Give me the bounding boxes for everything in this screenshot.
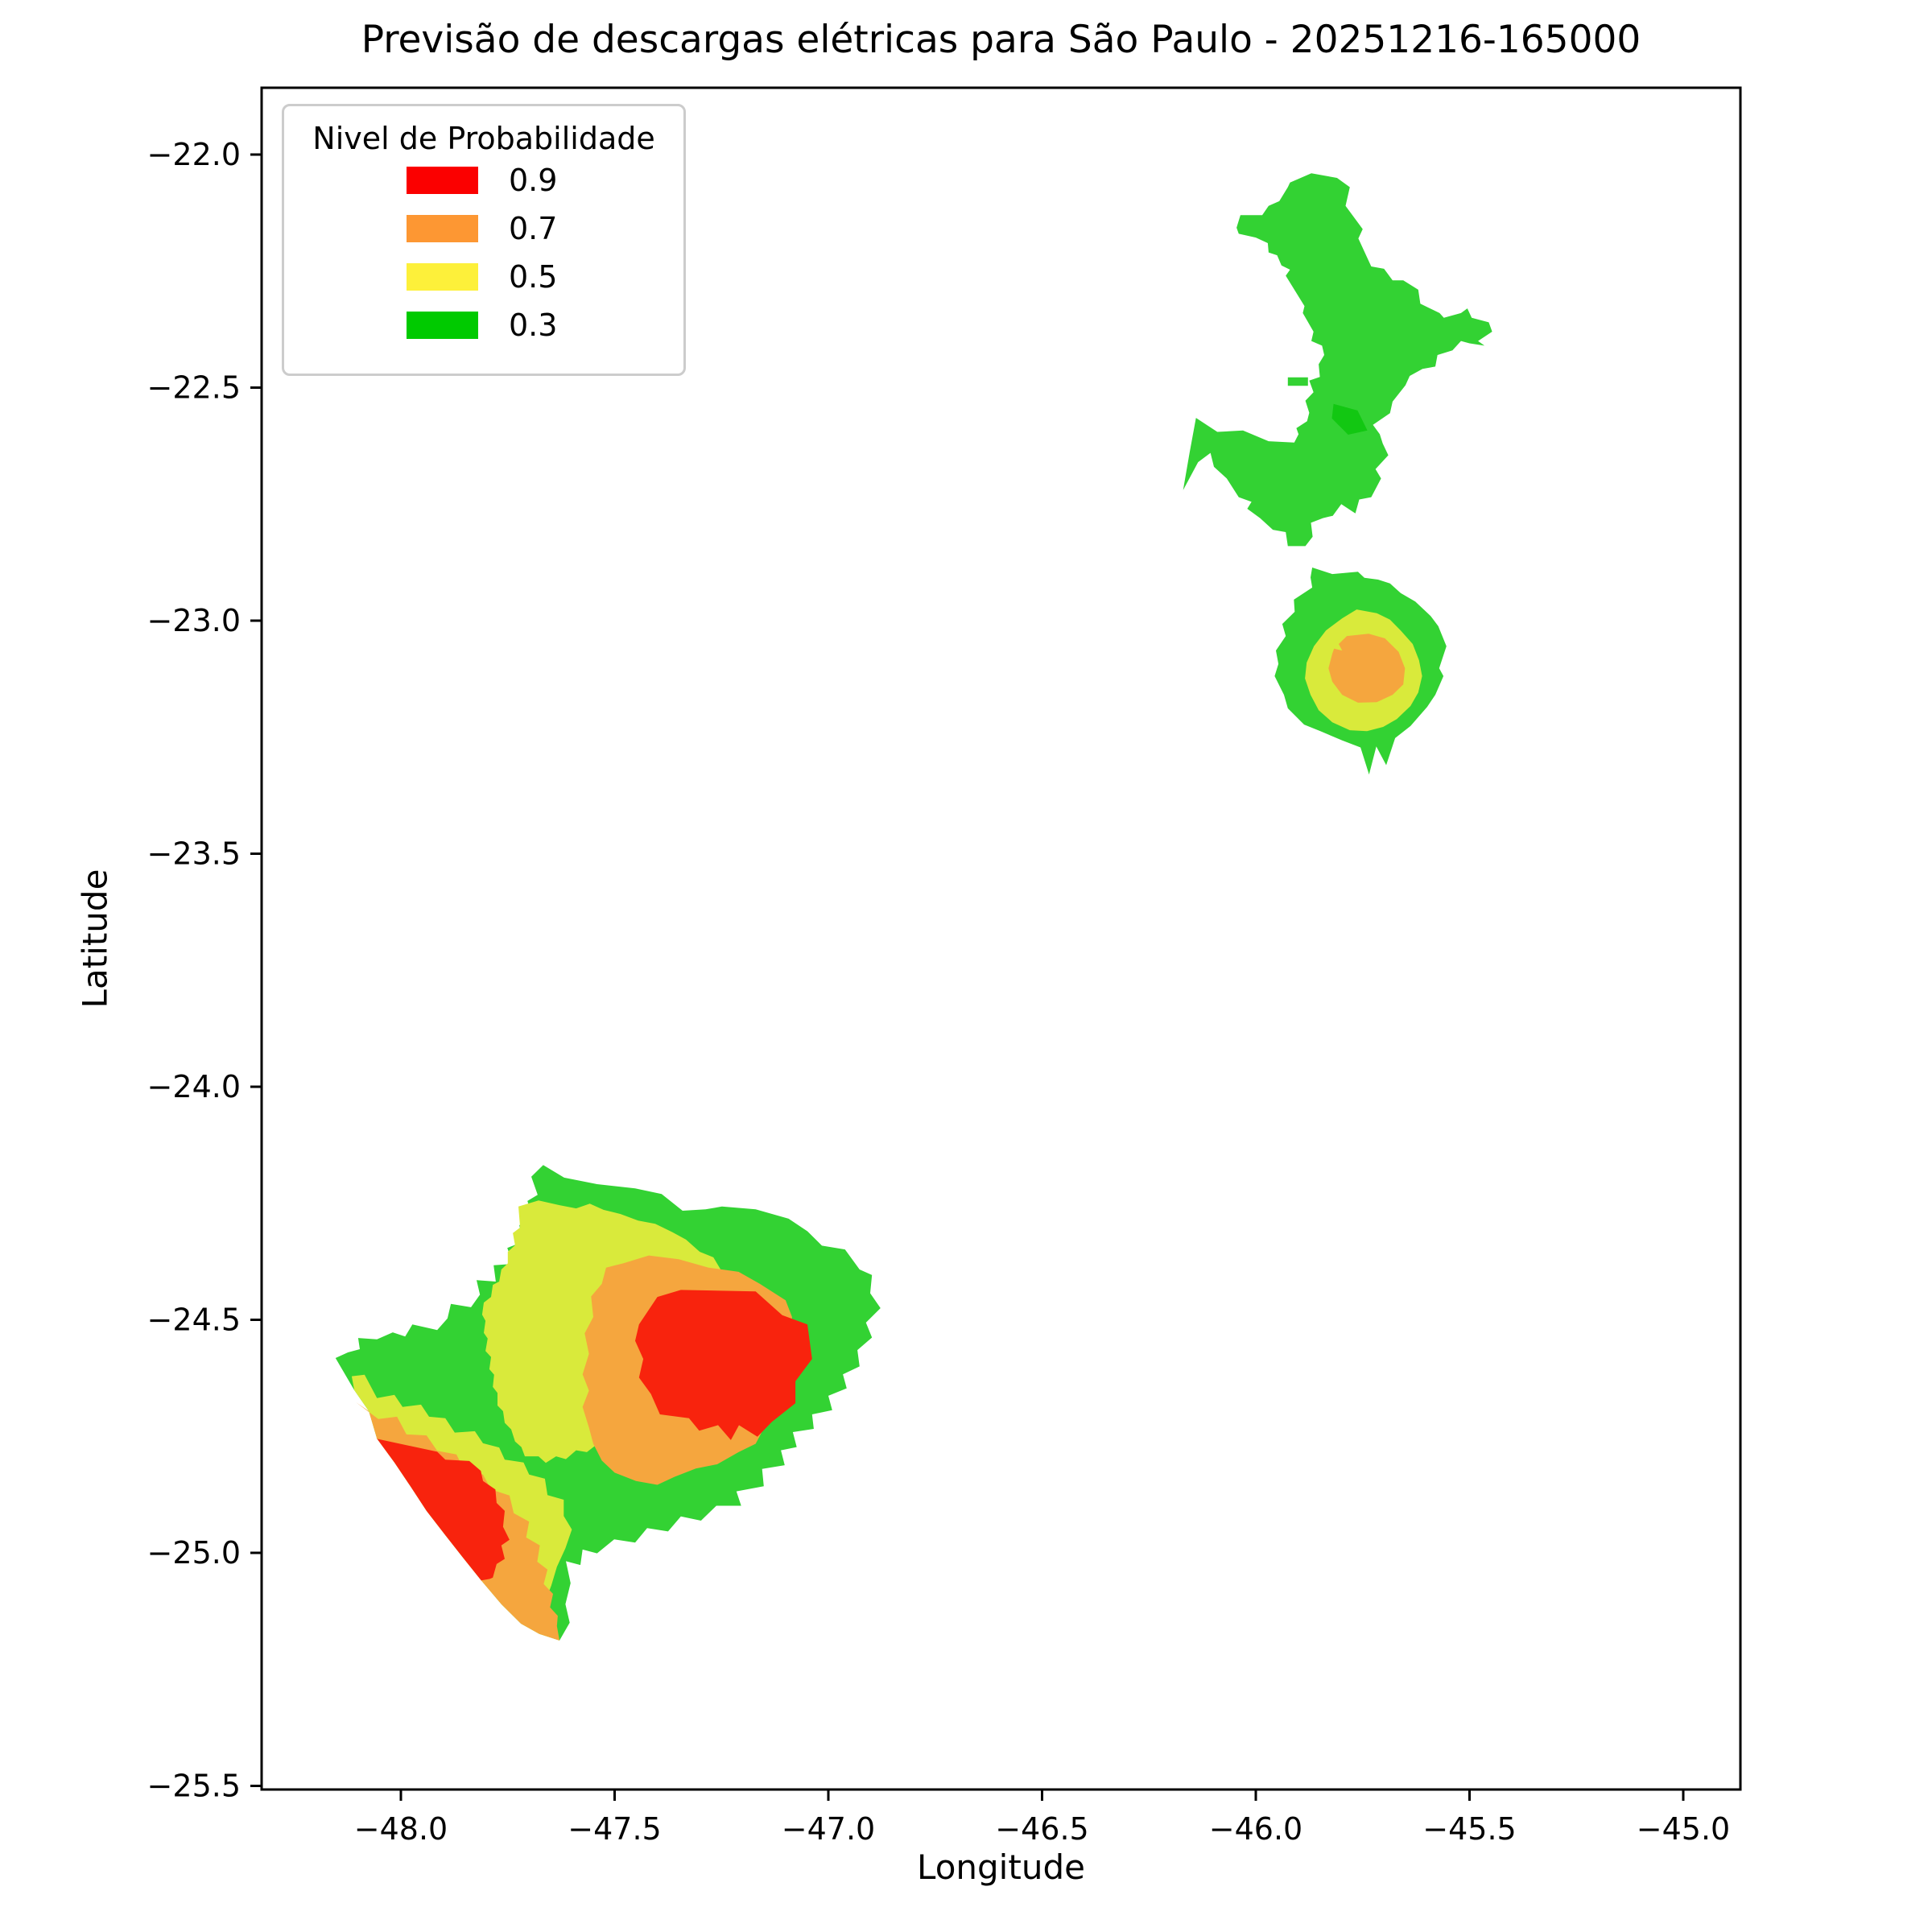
x-tick-label: −48.0 — [354, 1811, 448, 1847]
legend-entry-label: 0.3 — [509, 308, 558, 343]
legend-entry-label: 0.7 — [509, 211, 558, 246]
y-tick-label: −22.5 — [147, 370, 241, 406]
legend-row: 0.7 — [284, 204, 683, 253]
x-tick-label: −47.0 — [782, 1811, 875, 1847]
chart-title: Previsão de descargas elétricas para São… — [361, 18, 1641, 62]
legend-row: 0.3 — [284, 301, 683, 349]
contour-region-southwest-main-0.9 — [635, 1290, 812, 1440]
legend-box: Nivel de Probabilidade 0.9 0.7 0.5 0.3 — [282, 104, 686, 376]
legend-entry-label: 0.9 — [509, 163, 558, 198]
x-tick-label: −46.0 — [1209, 1811, 1302, 1847]
contour-region-northeast-cell-0.3 — [1183, 173, 1492, 547]
legend-row: 0.9 — [284, 156, 683, 204]
legend-swatch-0.9 — [407, 167, 478, 194]
y-tick-label: −24.5 — [147, 1302, 241, 1338]
contour-region-mid-cell-0.7 — [1328, 634, 1406, 703]
y-tick-label: −24.0 — [147, 1069, 241, 1104]
legend-swatch-0.5 — [407, 263, 478, 291]
legend-swatch-0.3 — [407, 312, 478, 339]
y-tick-label: −22.0 — [147, 137, 241, 172]
contour-region-southwest-left-lobe-0.9 — [376, 1439, 510, 1581]
x-tick-label: −45.0 — [1637, 1811, 1730, 1847]
legend-rows: 0.9 0.7 0.5 0.3 — [284, 156, 683, 349]
x-tick-label: −45.5 — [1422, 1811, 1516, 1847]
y-axis-label: Latitude — [75, 869, 115, 1009]
legend-title: Nivel de Probabilidade — [312, 121, 655, 156]
contour-region-northeast-cell-inner-dark-patch — [1331, 403, 1368, 435]
legend-swatch-0.7 — [407, 215, 478, 242]
legend-row: 0.5 — [284, 253, 683, 301]
x-axis-label: Longitude — [917, 1847, 1085, 1887]
x-tick-label: −46.5 — [995, 1811, 1088, 1847]
y-tick-label: −23.5 — [147, 836, 241, 872]
y-tick-label: −25.5 — [147, 1769, 241, 1804]
legend-entry-label: 0.5 — [509, 259, 558, 295]
axes-frame — [260, 86, 1742, 1791]
x-tick-label: −47.5 — [568, 1811, 661, 1847]
y-tick-label: −23.0 — [147, 603, 241, 638]
contour-region-northeast-small-dash — [1287, 377, 1308, 386]
y-tick-label: −25.0 — [147, 1535, 241, 1571]
